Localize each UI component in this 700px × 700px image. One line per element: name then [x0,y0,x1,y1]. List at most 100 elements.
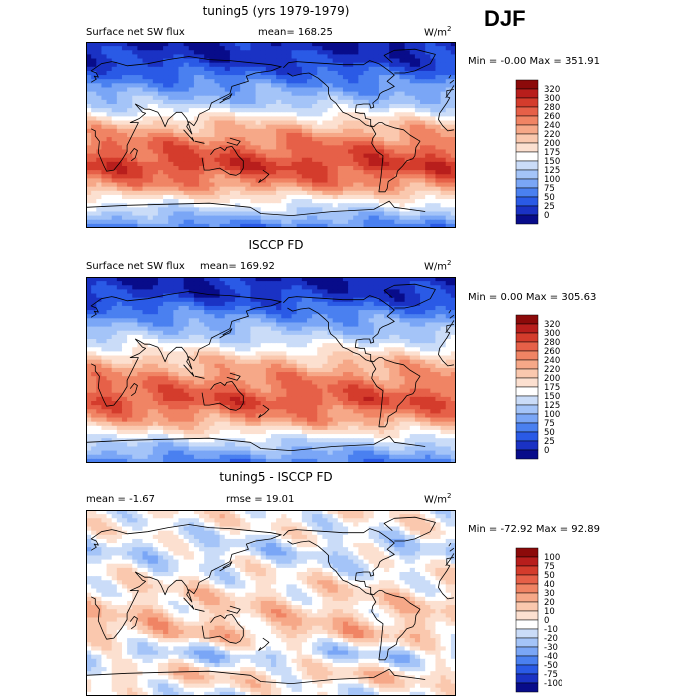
colorbar-swatch [515,628,539,639]
field-cells [86,42,456,228]
colorbar-tick-label: 240 [544,356,560,366]
colorbar-tick-label: 100 [544,410,560,420]
colorbar-tick-label: 300 [544,94,560,104]
panel-3-minmax: Min = -72.92 Max = 92.89 [468,524,600,535]
colorbar-swatch [515,350,539,361]
colorbar-swatch [515,619,539,630]
colorbar-tick-label: 100 [544,175,560,185]
field-cells [86,277,456,463]
colorbar-swatch [515,160,539,171]
colorbar-tick-label: 280 [544,338,560,348]
panel-2-units: W/m2 [424,259,452,273]
colorbar-tick-label: -30 [544,643,558,653]
panel-3-title: tuning5 - ISCCP FD [219,470,333,484]
colorbar-tick-label: 10 [544,607,555,617]
panel-2-minmax: Min = 0.00 Max = 305.63 [468,292,597,303]
panel-1-mean: mean= 168.25 [258,27,333,38]
colorbar-swatch [515,314,539,325]
colorbar-swatch [515,79,539,90]
colorbar-swatch [515,664,539,675]
colorbar-tick-label: 30 [544,589,555,599]
colorbar-swatch [515,583,539,594]
colorbar-swatch [515,169,539,180]
colorbar-swatch [515,673,539,684]
colorbar-tick-label: 0 [544,211,549,221]
colorbar-tick-label: 200 [544,374,560,384]
coastlines [86,516,454,696]
colorbar-swatch [515,610,539,621]
colorbar-tick-label: 240 [544,121,560,131]
colorbar-swatch [515,196,539,207]
colorbar-tick-label: 200 [544,139,560,149]
panel-3-rmse: rmse = 19.01 [226,494,295,505]
colorbar-swatch [515,323,539,334]
panel-1-units: W/m2 [424,25,452,39]
colorbar-swatch [515,655,539,666]
colorbar-tick-label: 20 [544,598,555,608]
colorbar-tick-label: -40 [544,652,558,662]
colorbar-tick-label: -20 [544,634,558,644]
colorbar-tick-label: 175 [544,148,560,158]
colorbar-swatch [515,187,539,198]
coastlines [86,48,454,228]
colorbar-tick-label: 260 [544,112,560,122]
panel-3-units: W/m2 [424,492,452,506]
colorbar-swatch [515,368,539,379]
colorbar-tick-label: -50 [544,661,558,671]
colorbar-tick-label: 50 [544,193,555,203]
colorbar-tick-label: 75 [544,562,555,572]
colorbar-tick-label: -75 [544,670,558,680]
panel-1-title: tuning5 (yrs 1979-1979) [202,4,350,18]
colorbar-swatch [515,404,539,415]
colorbar-tick-label: 150 [544,392,560,402]
panel-3-map [86,510,456,696]
panel-2-variable: Surface net SW flux [86,261,185,272]
colorbar-swatch [515,124,539,135]
colorbar-swatch [515,395,539,406]
colorbar-swatch [515,547,539,558]
colorbar-swatch [515,422,539,433]
colorbar-swatch [515,413,539,424]
colorbar-swatch [515,386,539,397]
colorbar-tick-label: 50 [544,428,555,438]
colorbar-swatch [515,332,539,343]
panel-3-mean: mean = -1.67 [86,494,155,505]
colorbar-tick-label: 75 [544,184,555,194]
colorbar-tick-label: -100 [544,679,562,689]
colorbar-swatch [515,133,539,144]
colorbar-tick-label: 220 [544,365,560,375]
colorbar-swatch [515,106,539,117]
panel-2-mean: mean= 169.92 [200,261,275,272]
colorbar-swatch [515,449,539,460]
colorbar-swatch [515,574,539,585]
colorbar-swatch [515,601,539,612]
colorbar-swatch [515,592,539,603]
colorbar-swatch [515,214,539,225]
colorbar-swatch [515,97,539,108]
colorbar-tick-label: 40 [544,580,555,590]
colorbar-swatch [515,440,539,451]
colorbar-tick-label: 75 [544,419,555,429]
colorbar-tick-label: 100 [544,553,560,563]
colorbar-swatch [515,637,539,648]
map-frame [86,42,456,228]
colorbar-tick-label: 0 [544,616,549,626]
colorbar-tick-label: 150 [544,157,560,167]
colorbar-swatch [515,359,539,370]
panel-2-map [86,277,456,463]
colorbar-swatch [515,377,539,388]
colorbar-tick-label: 25 [544,202,555,212]
colorbar-tick-label: 125 [544,166,560,176]
colorbar-tick-label: 0 [544,446,549,456]
panel-1-minmax: Min = -0.00 Max = 351.91 [468,56,600,67]
coastlines [86,283,454,463]
colorbar-tick-label: 280 [544,103,560,113]
colorbar-swatch [515,151,539,162]
colorbar-tick-label: -10 [544,625,558,635]
panel-2-title: ISCCP FD [248,238,304,252]
colorbar-swatch [515,565,539,576]
season-label: DJF [484,6,526,31]
